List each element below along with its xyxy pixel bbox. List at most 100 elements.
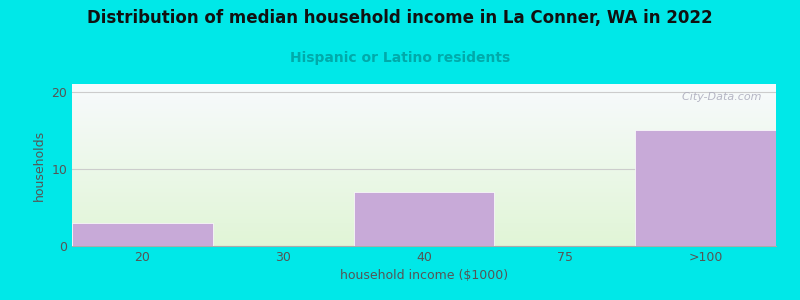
Bar (72, 138, 776, 139)
Text: Hispanic or Latino residents: Hispanic or Latino residents (290, 51, 510, 65)
Bar (72, 180, 776, 181)
Bar (72, 94, 776, 95)
Bar (72, 109, 776, 110)
Bar (72, 92, 776, 93)
Bar (72, 233, 776, 234)
Bar (72, 164, 776, 165)
Bar (72, 126, 776, 127)
Bar (72, 89, 776, 90)
Bar (72, 111, 776, 112)
Bar (72, 230, 776, 231)
Bar (72, 88, 776, 89)
Bar (72, 161, 776, 162)
Bar (72, 179, 776, 180)
Bar (72, 192, 776, 193)
Bar (72, 114, 776, 115)
Bar (72, 149, 776, 150)
Bar (72, 150, 776, 151)
Bar (72, 189, 776, 190)
Bar (72, 182, 776, 183)
Bar (72, 101, 776, 102)
Bar (72, 136, 776, 137)
Bar (72, 174, 776, 175)
Bar (72, 193, 776, 194)
Bar (72, 177, 776, 178)
Bar (72, 93, 776, 94)
Bar (72, 104, 776, 105)
Bar (72, 232, 776, 233)
Bar (72, 159, 776, 160)
Bar (72, 143, 776, 144)
Bar (72, 212, 776, 213)
Bar (72, 151, 776, 152)
Bar (72, 176, 776, 177)
Bar (72, 218, 776, 219)
Bar (72, 187, 776, 188)
Bar (72, 154, 776, 155)
Bar (72, 148, 776, 149)
Bar (72, 168, 776, 169)
Bar (72, 99, 776, 100)
Bar (72, 197, 776, 198)
Bar (72, 120, 776, 121)
Bar (72, 127, 776, 128)
Bar (72, 124, 776, 125)
Bar (72, 239, 776, 240)
Bar (72, 235, 776, 236)
Bar (72, 112, 776, 113)
Bar (72, 172, 776, 173)
Bar (72, 221, 776, 222)
Bar (72, 222, 776, 223)
Bar (72, 245, 776, 246)
Text: Distribution of median household income in La Conner, WA in 2022: Distribution of median household income … (87, 9, 713, 27)
Bar (72, 113, 776, 114)
Bar (72, 135, 776, 136)
Bar (72, 229, 776, 230)
Bar (72, 241, 776, 242)
Bar (354, 192, 494, 246)
Bar (72, 129, 776, 130)
Bar (72, 163, 776, 164)
Bar (72, 242, 776, 243)
Bar (72, 183, 776, 184)
Bar (72, 190, 776, 191)
Bar (72, 125, 776, 126)
Bar (72, 115, 776, 116)
Bar (72, 169, 776, 170)
Bar (72, 216, 776, 217)
Bar (72, 86, 776, 87)
Bar (72, 153, 776, 154)
Bar (72, 173, 776, 174)
Bar (72, 137, 776, 138)
Bar (72, 226, 776, 227)
Bar (72, 202, 776, 203)
Bar (72, 118, 776, 119)
Bar (72, 170, 776, 171)
Bar (72, 208, 776, 209)
Bar (72, 224, 776, 225)
Bar (72, 152, 776, 153)
Bar (72, 194, 776, 195)
Bar (72, 106, 776, 107)
Bar (72, 133, 776, 134)
Bar (72, 199, 776, 200)
X-axis label: household income ($1000): household income ($1000) (340, 269, 508, 282)
Bar (72, 139, 776, 140)
Bar (72, 204, 776, 205)
Bar (72, 107, 776, 108)
Bar (72, 85, 776, 86)
Bar (72, 102, 776, 103)
Bar (72, 207, 776, 208)
Bar (72, 228, 776, 229)
Bar (72, 184, 776, 185)
Bar (72, 195, 776, 196)
Bar (72, 231, 776, 232)
Bar (72, 215, 776, 216)
Bar (72, 84, 776, 85)
Bar (72, 96, 776, 97)
Bar (72, 244, 776, 245)
Bar (72, 103, 776, 104)
Bar (72, 123, 776, 124)
Bar (72, 157, 776, 158)
Bar (72, 131, 776, 132)
